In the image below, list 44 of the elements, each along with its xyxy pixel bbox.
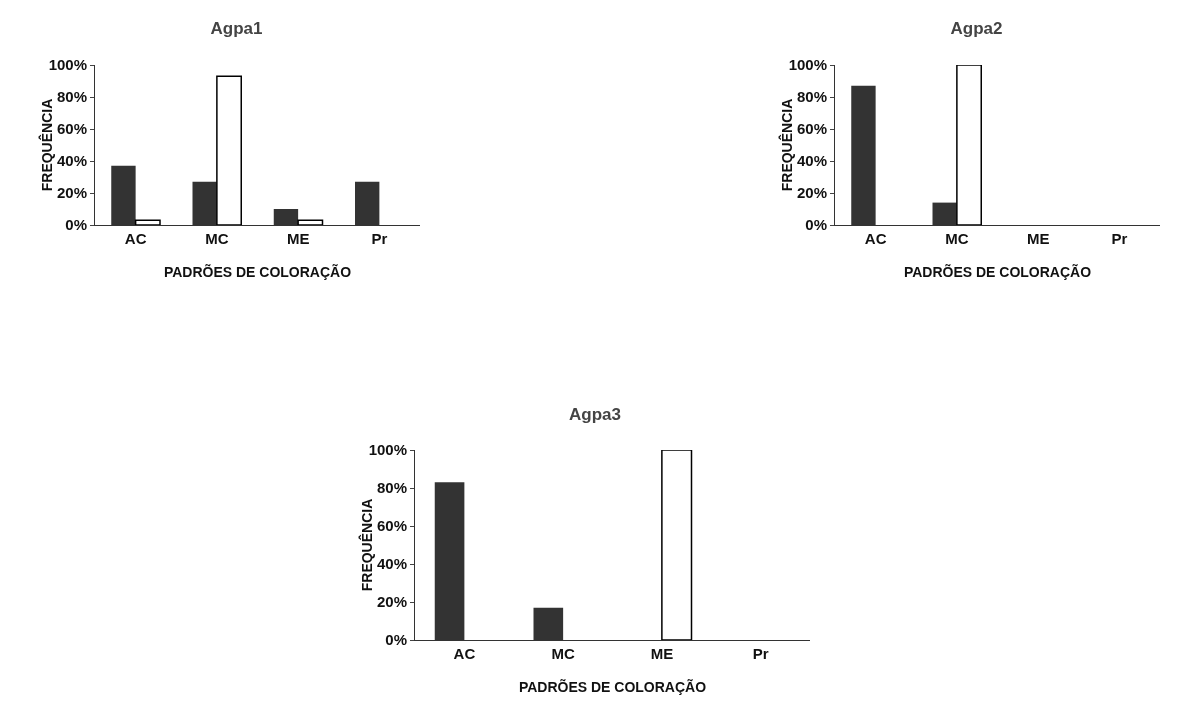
- bar: [216, 75, 242, 225]
- x-tick-label: MC: [205, 230, 229, 247]
- y-tick-label: 100%: [48, 56, 87, 74]
- x-axis-title: PADRÕES DE COLORAÇÃO: [518, 678, 707, 695]
- x-tick-label: Pr: [371, 230, 388, 247]
- y-tick-label: 20%: [376, 593, 407, 611]
- y-tick-label: 40%: [796, 152, 827, 170]
- bar: [956, 65, 982, 225]
- x-tick-label: MC: [551, 645, 575, 662]
- y-axis-title: FREQUÊNCIA: [777, 98, 795, 192]
- y-tick-label: 80%: [56, 88, 87, 106]
- x-tick-label: ME: [1026, 230, 1050, 247]
- chart-title: Agpa3: [569, 404, 621, 424]
- y-tick-label: 20%: [796, 184, 827, 202]
- bar: [297, 219, 324, 225]
- x-tick-label: Pr: [1111, 230, 1128, 247]
- y-axis-title: FREQUÊNCIA: [37, 98, 55, 192]
- x-tick-label: AC: [864, 230, 887, 247]
- x-tick-label: ME: [286, 230, 310, 247]
- chart-title: Agpa1: [210, 18, 263, 38]
- y-tick-label: 60%: [376, 517, 407, 535]
- x-tick-label: AC: [453, 645, 476, 662]
- y-tick-label: 0%: [385, 631, 407, 649]
- y-tick-label: 20%: [56, 184, 87, 202]
- y-tick-label: 60%: [796, 120, 827, 138]
- x-axis-title: PADRÕES DE COLORAÇÃO: [163, 263, 352, 280]
- y-tick-label: 80%: [796, 88, 827, 106]
- y-tick-label: 100%: [788, 56, 827, 74]
- y-axis-title: FREQUÊNCIA: [357, 498, 375, 592]
- y-tick-label: 80%: [376, 479, 407, 497]
- x-tick-label: MC: [945, 230, 969, 247]
- x-axis-title: PADRÕES DE COLORAÇÃO: [903, 263, 1092, 280]
- x-tick-label: ME: [650, 645, 674, 662]
- y-tick-label: 40%: [376, 555, 407, 573]
- x-tick-label: Pr: [752, 645, 769, 662]
- chart-title: Agpa2: [950, 18, 1003, 38]
- y-tick-label: 0%: [805, 216, 827, 234]
- y-tick-label: 60%: [56, 120, 87, 138]
- bar: [661, 450, 693, 640]
- x-tick-label: AC: [124, 230, 147, 247]
- bar: [134, 219, 161, 225]
- y-tick-label: 40%: [56, 152, 87, 170]
- y-tick-label: 100%: [368, 441, 407, 459]
- y-tick-label: 0%: [65, 216, 87, 234]
